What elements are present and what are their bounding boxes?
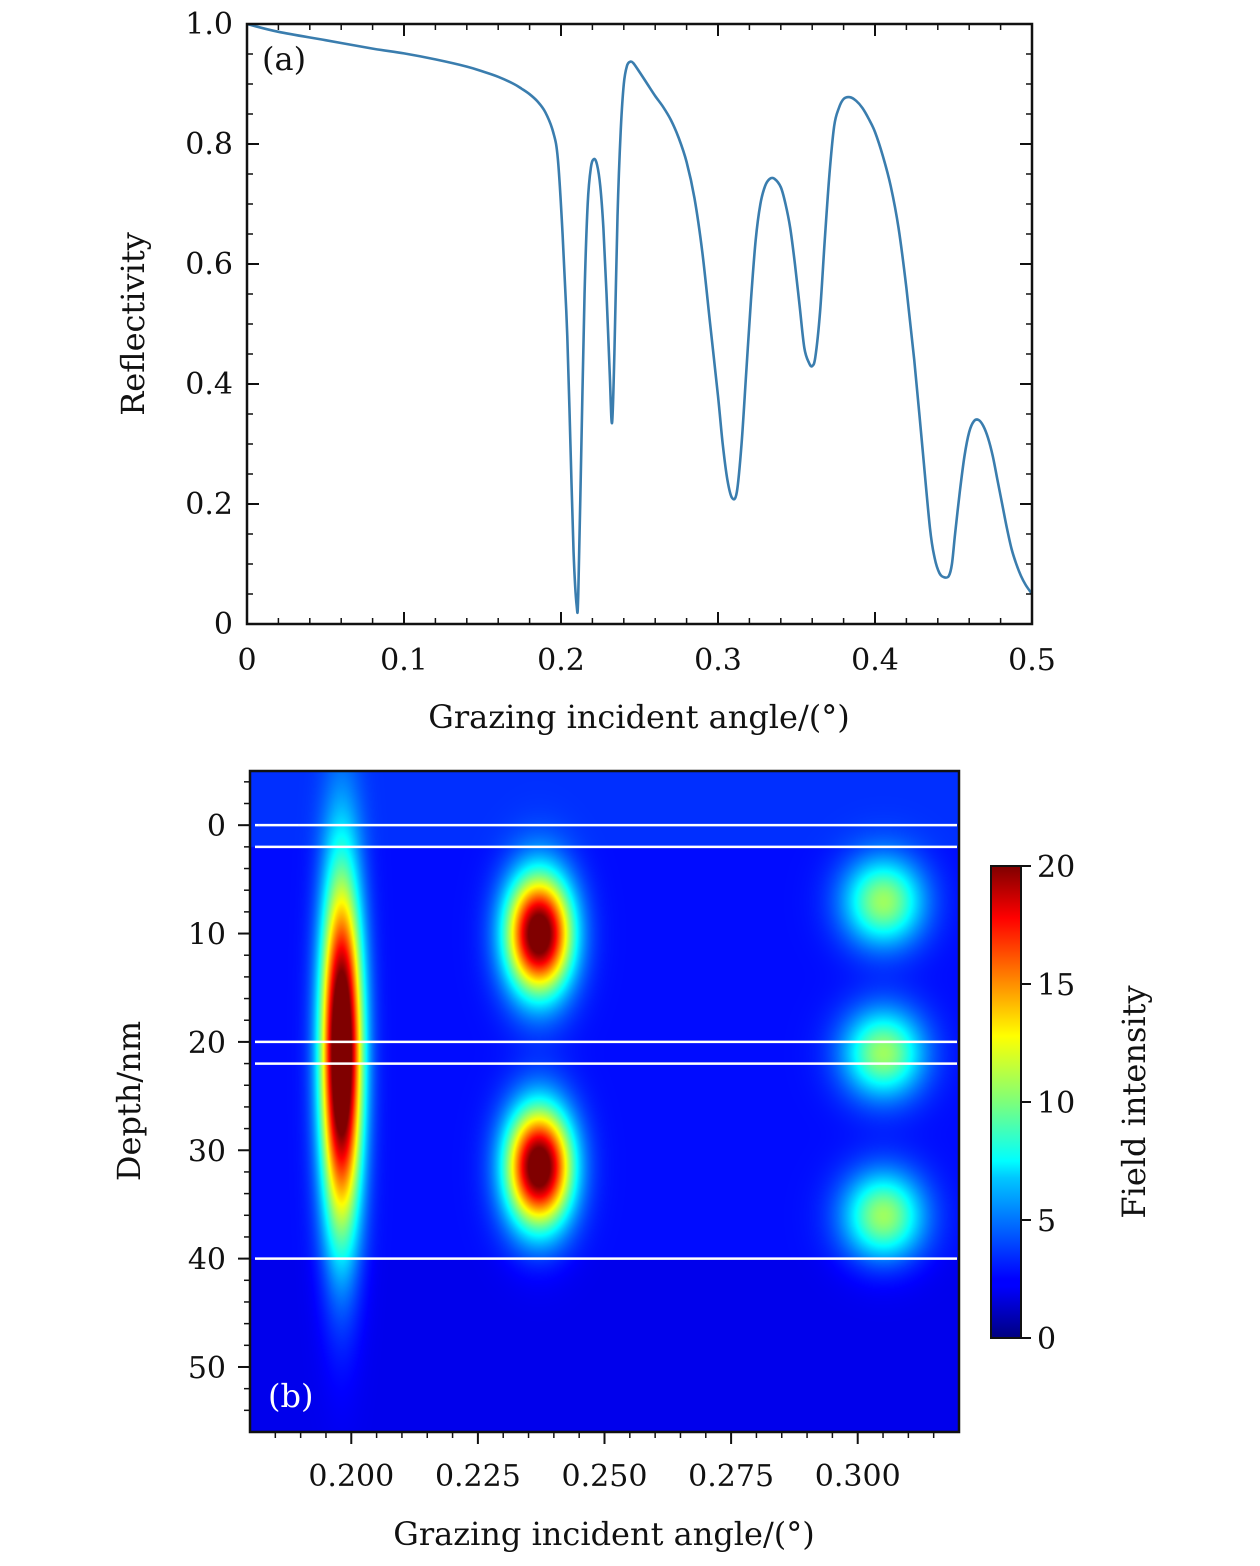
colorbar-tick-label: 20 — [1037, 850, 1075, 885]
panel-a-y-tick-label: 0.4 — [185, 367, 233, 402]
panel-a-y-tick-label: 0.2 — [185, 487, 233, 522]
panel-a-y-tick-label: 1.0 — [185, 7, 233, 42]
panel-b-x-tick-label: 0.275 — [688, 1459, 774, 1494]
colorbar: 0 5 10 15 20 Field intensity — [990, 850, 1153, 1357]
colorbar-ticks: 0 5 10 15 20 — [1021, 850, 1075, 1357]
colorbar-tick-label: 15 — [1037, 968, 1075, 1003]
panel-b-ticks: 0.200 0.225 0.250 0.275 0.300 0 10 20 30 40 50 — [188, 781, 935, 1494]
panel-a-x-tick-label: 0.4 — [851, 643, 899, 678]
colorbar-label: Field intensity — [1115, 985, 1153, 1218]
panel-a-ticks: 0 0.1 0.2 0.3 0.4 0.5 0 0.2 0.4 0.6 0.8 1.0 — [185, 7, 1056, 678]
panel-a-y-axis-label: Reflectivity — [114, 232, 152, 416]
panel-a-y-tick-label: 0.6 — [185, 247, 233, 282]
panel-a-frame — [245, 22, 1034, 626]
panel-b-label: (b) — [268, 1377, 313, 1415]
panel-b-x-tick-label: 0.200 — [308, 1459, 394, 1494]
panel-a-x-tick-label: 0.3 — [694, 643, 742, 678]
panel-b-y-tick-label: 30 — [188, 1134, 226, 1169]
panel-a-y-tick-label: 0 — [214, 607, 233, 642]
reflectivity-line — [247, 24, 1032, 615]
panel-b-y-tick-label: 50 — [188, 1351, 226, 1386]
panel-a-x-tick-label: 0.2 — [537, 643, 585, 678]
panel-a-label: (a) — [262, 40, 306, 78]
panel-b-x-tick-label: 0.250 — [562, 1459, 648, 1494]
panel-a-x-axis-label: Grazing incident angle/(°) — [428, 698, 849, 736]
panel-a-x-tick-label: 0.1 — [380, 643, 428, 678]
field-intensity-heatmap — [250, 771, 959, 1432]
panel-b-x-tick-label: 0.225 — [435, 1459, 521, 1494]
colorbar-tick-label: 10 — [1037, 1086, 1075, 1121]
panel-b-y-tick-label: 40 — [188, 1243, 226, 1278]
panel-a-y-tick-label: 0.8 — [185, 127, 233, 162]
panel-a-x-tick-label: 0.5 — [1008, 643, 1056, 678]
panel-a-x-tick-label: 0 — [237, 643, 256, 678]
layer-boundary-lines — [255, 823, 957, 1260]
colorbar-gradient — [990, 865, 1022, 1339]
colorbar-tick-label: 0 — [1037, 1322, 1056, 1357]
panel-b-y-axis-label: Depth/nm — [110, 1021, 148, 1181]
panel-b-x-axis-label: Grazing incident angle/(°) — [393, 1515, 814, 1553]
panel-b-x-tick-label: 0.300 — [815, 1459, 901, 1494]
reflectivity-series — [247, 24, 1032, 615]
colorbar-tick-label: 5 — [1037, 1204, 1056, 1239]
panel-b-y-tick-label: 10 — [188, 918, 226, 953]
panel-b-y-tick-label: 20 — [188, 1026, 226, 1061]
reflectivity-panel: 0 0.1 0.2 0.3 0.4 0.5 0 0.2 0.4 0.6 0.8 1.0 (a) Gra… — [114, 7, 1056, 736]
panel-b-y-tick-label: 0 — [207, 809, 226, 844]
